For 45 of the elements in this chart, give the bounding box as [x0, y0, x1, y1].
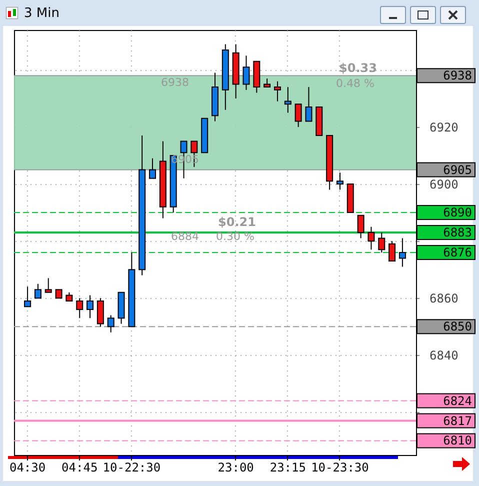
- candlestick: [294, 104, 302, 128]
- ref-line-label: 6824: [443, 394, 472, 408]
- candlestick: [107, 314, 114, 333]
- annotation: 0.30 %: [216, 230, 254, 243]
- candlestick: [388, 240, 396, 262]
- candlestick: [398, 238, 406, 268]
- candlestick: [34, 283, 42, 299]
- candlestick: [378, 232, 386, 253]
- ref-line-label: 6810: [443, 434, 472, 448]
- x-tick-label: 04:30: [9, 460, 46, 474]
- ref-line-label: 6890: [443, 206, 472, 220]
- annotation: $0.21: [218, 215, 256, 229]
- candlestick: [96, 298, 104, 328]
- ref-line-label: 6905: [443, 162, 472, 177]
- ref-line-label: 6850: [443, 320, 472, 334]
- candlestick: [284, 86, 292, 114]
- candlestick: [149, 158, 156, 179]
- annotation: 0.48 %: [336, 77, 374, 90]
- x-tick-label: 04:45: [62, 460, 98, 474]
- x-tick-label: 23:00: [218, 460, 254, 474]
- x-tick-label: 23:15: [270, 460, 306, 474]
- y-tick-label: 6900: [430, 178, 458, 192]
- candlestick: [242, 55, 250, 90]
- ref-line-label: 6817: [443, 414, 472, 428]
- y-tick-label: 6860: [430, 292, 458, 306]
- y-tick-label: 6920: [430, 120, 458, 134]
- ref-line-label: 6938: [443, 68, 472, 83]
- ref-line-label: 6876: [443, 245, 472, 260]
- ref-line-label: 6883: [443, 226, 472, 240]
- candlestick: [368, 226, 375, 250]
- candlestick: [336, 172, 344, 190]
- candlestick: [76, 298, 84, 319]
- candlestick: [305, 86, 312, 122]
- candlestick: [86, 294, 94, 319]
- annotation: 6938: [161, 76, 189, 89]
- x-tick-label: 10-22:30: [102, 460, 161, 474]
- annotation: $0.33: [339, 61, 377, 75]
- y-tick-label: 6840: [430, 348, 458, 363]
- annotation: 6884: [171, 230, 199, 243]
- candlestick: [357, 214, 364, 239]
- candlestick: [24, 286, 32, 308]
- x-tick-label: 10-23:30: [311, 460, 369, 474]
- candlestick: [44, 278, 52, 293]
- candlestick: [274, 80, 281, 102]
- chart-title: 3 Min: [24, 6, 60, 21]
